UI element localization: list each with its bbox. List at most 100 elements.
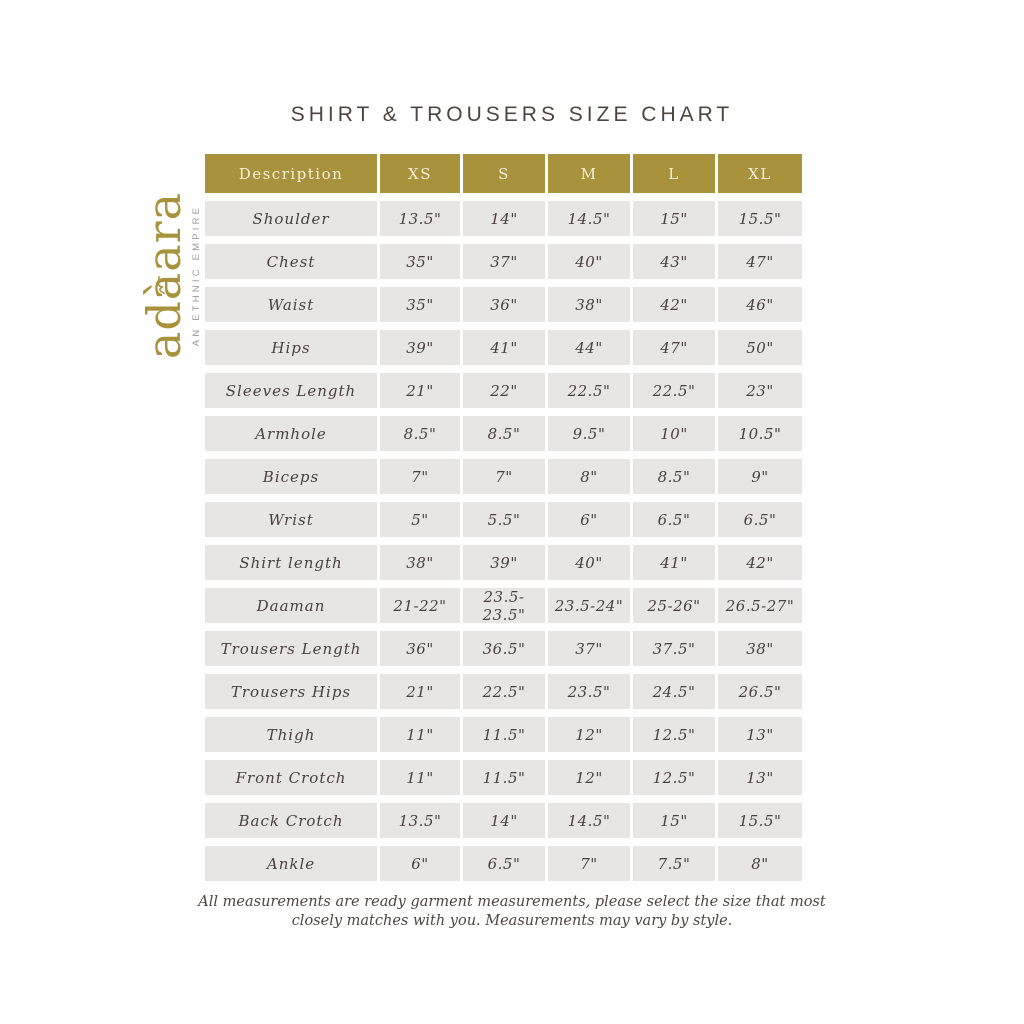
- row-label: Waist: [205, 287, 377, 322]
- size-cell: 8.5": [380, 416, 460, 451]
- size-cell: 7.5": [633, 846, 715, 881]
- size-cell: 13.5": [380, 803, 460, 838]
- footer-note-line1: All measurements are ready garment measu…: [198, 894, 826, 910]
- size-cell: 14": [463, 803, 545, 838]
- size-cell: 15.5": [718, 201, 802, 236]
- size-cell: 35": [380, 244, 460, 279]
- size-table: Description XS S M L XL Shoulder 13.5" 14" 14.5" 1…: [205, 154, 803, 881]
- size-cell: 22": [463, 373, 545, 408]
- size-cell: 24.5": [633, 674, 715, 709]
- row-label: Wrist: [205, 502, 377, 537]
- size-cell: 5": [380, 502, 460, 537]
- size-cell: 11": [380, 760, 460, 795]
- row-label: Hips: [205, 330, 377, 365]
- row-label: Ankle: [205, 846, 377, 881]
- size-cell: 38": [380, 545, 460, 580]
- footer-note-line2: closely matches with you. Measurements m…: [291, 912, 733, 929]
- size-cell: 22.5": [463, 674, 545, 709]
- size-cell: 26.5": [718, 674, 802, 709]
- size-cell: 23.5": [548, 674, 630, 709]
- size-cell: 23.5-23.5": [463, 588, 545, 624]
- column-header-size: M: [548, 154, 630, 193]
- size-cell: 15": [633, 803, 715, 838]
- size-cell: 38": [718, 631, 802, 666]
- size-cell: 35": [380, 287, 460, 322]
- size-cell: 50": [718, 330, 802, 365]
- size-cell: 40": [548, 545, 630, 580]
- size-cell: 6": [548, 502, 630, 537]
- size-cell: 15": [633, 201, 715, 236]
- brand-logo: adàara AN ETHNIC EMPIRE: [72, 175, 272, 375]
- size-cell: 44": [548, 330, 630, 365]
- size-cell: 36": [380, 631, 460, 666]
- size-cell: 12": [548, 717, 630, 752]
- row-label: Back Crotch: [205, 803, 377, 838]
- size-cell: 41": [463, 330, 545, 365]
- size-cell: 13": [718, 760, 802, 795]
- size-cell: 7": [380, 459, 460, 494]
- row-label: Trousers Length: [205, 631, 377, 666]
- size-cell: 7": [548, 846, 630, 881]
- size-cell: 22.5": [548, 373, 630, 408]
- column-header-size: XS: [380, 154, 460, 193]
- size-cell: 21": [380, 373, 460, 408]
- logo-bird-ornament-icon: [127, 275, 166, 294]
- size-cell: 10": [633, 416, 715, 451]
- size-cell: 9": [718, 459, 802, 494]
- size-cell: 23.5-24": [548, 588, 630, 623]
- size-cell: 15.5": [718, 803, 802, 838]
- size-cell: 5.5": [463, 502, 545, 537]
- footer-note: All measurements are ready garment measu…: [0, 893, 1024, 931]
- size-cell: 25-26": [633, 588, 715, 623]
- column-header-size: S: [463, 154, 545, 193]
- row-label: Daaman: [205, 588, 377, 623]
- size-cell: 13.5": [380, 201, 460, 236]
- size-cell: 37": [548, 631, 630, 666]
- size-cell: 39": [463, 545, 545, 580]
- size-cell: 26.5-27": [718, 588, 802, 623]
- size-cell: 14": [463, 201, 545, 236]
- size-cell: 46": [718, 287, 802, 322]
- size-cell: 8.5": [633, 459, 715, 494]
- row-label: Shirt length: [205, 545, 377, 580]
- size-cell: 42": [633, 287, 715, 322]
- size-cell: 7": [463, 459, 545, 494]
- size-cell: 8": [718, 846, 802, 881]
- size-cell: 47": [718, 244, 802, 279]
- size-cell: 6.5": [463, 846, 545, 881]
- size-cell: 8": [548, 459, 630, 494]
- size-cell: 14.5": [548, 803, 630, 838]
- size-cell: 21": [380, 674, 460, 709]
- size-cell: 43": [633, 244, 715, 279]
- size-cell: 36": [463, 287, 545, 322]
- size-cell: 12": [548, 760, 630, 795]
- size-cell: 11": [380, 717, 460, 752]
- size-cell: 41": [633, 545, 715, 580]
- size-cell: 6.5": [718, 502, 802, 537]
- row-label: Trousers Hips: [205, 674, 377, 709]
- size-cell: 21-22": [380, 588, 460, 623]
- page-title: SHIRT & TROUSERS SIZE CHART: [290, 103, 734, 126]
- size-cell: 36.5": [463, 631, 545, 666]
- column-header-size: XL: [718, 154, 802, 193]
- row-label: Shoulder: [205, 201, 377, 236]
- size-cell: 6.5": [633, 502, 715, 537]
- size-cell: 12.5": [633, 760, 715, 795]
- row-label: Thigh: [205, 717, 377, 752]
- size-cell: 23": [718, 373, 802, 408]
- brand-tagline: AN ETHNIC EMPIRE: [191, 204, 203, 346]
- size-cell: 8.5": [463, 416, 545, 451]
- size-cell: 11.5": [463, 717, 545, 752]
- row-label: Chest: [205, 244, 377, 279]
- row-label: Front Crotch: [205, 760, 377, 795]
- size-cell: 13": [718, 717, 802, 752]
- size-cell: 42": [718, 545, 802, 580]
- size-cell: 37": [463, 244, 545, 279]
- column-header-size: L: [633, 154, 715, 193]
- row-label: Sleeves Length: [205, 373, 377, 408]
- row-label: Biceps: [205, 459, 377, 494]
- size-cell: 22.5": [633, 373, 715, 408]
- column-header-description: Description: [205, 154, 377, 193]
- size-cell: 12.5": [633, 717, 715, 752]
- size-cell: 11.5": [463, 760, 545, 795]
